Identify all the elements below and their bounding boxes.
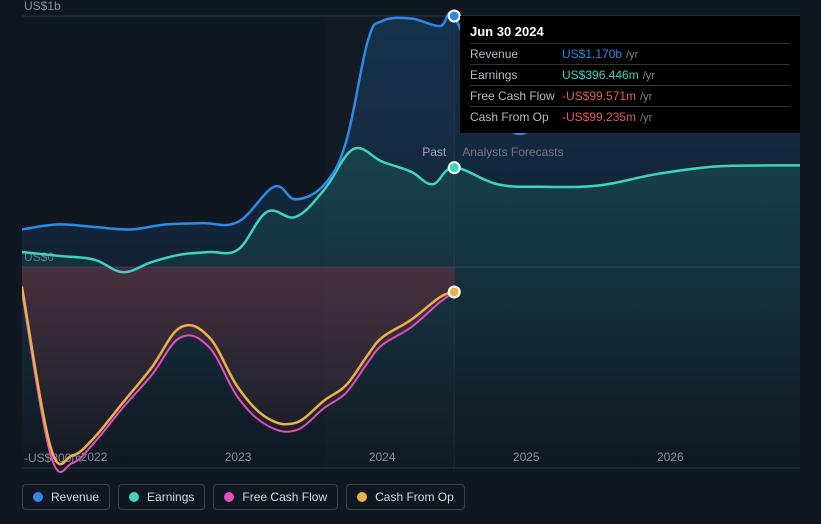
legend: Revenue Earnings Free Cash Flow Cash From O… [22, 484, 465, 510]
tooltip-row-value: -US$99.235m [562, 110, 636, 124]
cfo-marker [449, 286, 460, 297]
tooltip: Jun 30 2024 RevenueUS$1.170b/yrEarningsU… [460, 16, 800, 133]
legend-item-cash-from-op[interactable]: Cash From Op [346, 484, 465, 510]
tooltip-row-value: -US$99.571m [562, 89, 636, 103]
legend-label: Earnings [147, 490, 194, 504]
legend-item-earnings[interactable]: Earnings [118, 484, 205, 510]
legend-label: Revenue [51, 490, 99, 504]
tooltip-row: RevenueUS$1.170b/yr [470, 44, 790, 65]
revenue-marker [449, 11, 460, 22]
tooltip-row-value: US$1.170b [562, 47, 622, 61]
tooltip-row-label: Cash From Op [470, 110, 562, 124]
tooltip-row-label: Earnings [470, 68, 562, 82]
tooltip-row-unit: /yr [640, 112, 652, 124]
legend-item-free-cash-flow[interactable]: Free Cash Flow [213, 484, 338, 510]
tooltip-row-unit: /yr [643, 70, 655, 82]
tooltip-row-label: Free Cash Flow [470, 89, 562, 103]
legend-item-revenue[interactable]: Revenue [22, 484, 110, 510]
tooltip-row-value: US$396.446m [562, 68, 639, 82]
legend-label: Cash From Op [375, 490, 454, 504]
legend-label: Free Cash Flow [242, 490, 327, 504]
tooltip-row-label: Revenue [470, 47, 562, 61]
legend-swatch [357, 492, 367, 502]
legend-swatch [129, 492, 139, 502]
legend-swatch [224, 492, 234, 502]
y-axis-tick-label: US$1b [24, 0, 61, 13]
tooltip-row-unit: /yr [640, 91, 652, 103]
earnings-marker [449, 162, 460, 173]
tooltip-row: EarningsUS$396.446m/yr [470, 65, 790, 86]
chart-root: US$1bUS$0-US$800m20222023202420252026Pas… [0, 0, 821, 524]
tooltip-date: Jun 30 2024 [470, 24, 790, 44]
tooltip-row-unit: /yr [626, 49, 638, 61]
legend-swatch [33, 492, 43, 502]
tooltip-row: Free Cash Flow-US$99.571m/yr [470, 86, 790, 107]
forecast-label: Analysts Forecasts [462, 145, 563, 159]
past-label: Past [422, 145, 447, 159]
tooltip-row: Cash From Op-US$99.235m/yr [470, 107, 790, 127]
